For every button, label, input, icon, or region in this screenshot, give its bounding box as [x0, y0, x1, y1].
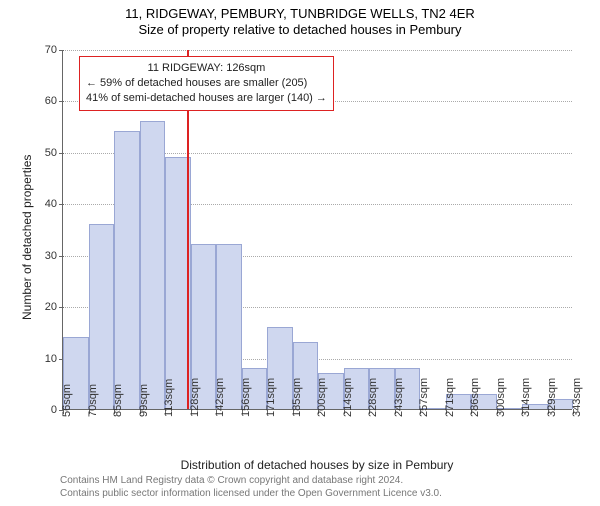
x-tick-label: 329sqm — [546, 378, 558, 417]
y-tick-label: 40 — [45, 198, 63, 210]
x-tick-label: 243sqm — [393, 378, 405, 417]
plot-area: 01020304050607056sqm70sqm85sqm99sqm113sq… — [62, 50, 572, 410]
histogram-bar — [114, 131, 140, 409]
x-tick-label: 257sqm — [418, 378, 430, 417]
chart-title: 11, RIDGEWAY, PEMBURY, TUNBRIDGE WELLS, … — [0, 6, 600, 21]
attribution-footer: Contains HM Land Registry data © Crown c… — [60, 475, 442, 500]
x-tick-label: 271sqm — [444, 378, 456, 417]
x-tick-label: 286sqm — [469, 378, 481, 417]
y-tick-label: 20 — [45, 301, 63, 313]
y-tick-label: 30 — [45, 250, 63, 262]
callout-box: 11 RIDGEWAY: 126sqm← 59% of detached hou… — [79, 56, 334, 111]
x-tick-label: 113sqm — [163, 379, 175, 417]
footer-line-1: Contains HM Land Registry data © Crown c… — [60, 475, 442, 488]
histogram-bar — [140, 121, 166, 409]
x-tick-label: 228sqm — [367, 378, 379, 417]
x-tick-label: 300sqm — [495, 378, 507, 417]
x-tick-label: 343sqm — [571, 378, 583, 417]
x-tick-label: 171sqm — [265, 378, 277, 417]
x-tick-label: 56sqm — [61, 384, 73, 417]
y-tick-label: 60 — [45, 95, 63, 107]
x-tick-label: 185sqm — [291, 378, 303, 417]
x-tick-label: 314sqm — [520, 378, 532, 417]
x-tick-label: 200sqm — [316, 378, 328, 417]
y-tick-label: 10 — [45, 353, 63, 365]
callout-line: ← 59% of detached houses are smaller (20… — [86, 76, 327, 91]
chart-subtitle: Size of property relative to detached ho… — [0, 22, 600, 37]
x-tick-label: 214sqm — [342, 378, 354, 417]
y-axis-label: Number of detached properties — [20, 155, 34, 320]
x-tick-label: 99sqm — [138, 384, 150, 417]
x-tick-label: 85sqm — [112, 384, 124, 417]
y-tick-label: 70 — [45, 44, 63, 56]
callout-line: 11 RIDGEWAY: 126sqm — [86, 61, 327, 76]
x-axis-label: Distribution of detached houses by size … — [62, 458, 572, 472]
callout-line: 41% of semi-detached houses are larger (… — [86, 91, 327, 106]
x-tick-label: 142sqm — [214, 378, 226, 417]
y-tick-label: 50 — [45, 147, 63, 159]
x-tick-label: 70sqm — [87, 384, 99, 417]
grid-line — [63, 50, 572, 51]
footer-line-2: Contains public sector information licen… — [60, 488, 442, 501]
x-tick-label: 128sqm — [189, 378, 201, 417]
histogram-bar — [89, 224, 115, 409]
x-tick-label: 156sqm — [240, 378, 252, 417]
